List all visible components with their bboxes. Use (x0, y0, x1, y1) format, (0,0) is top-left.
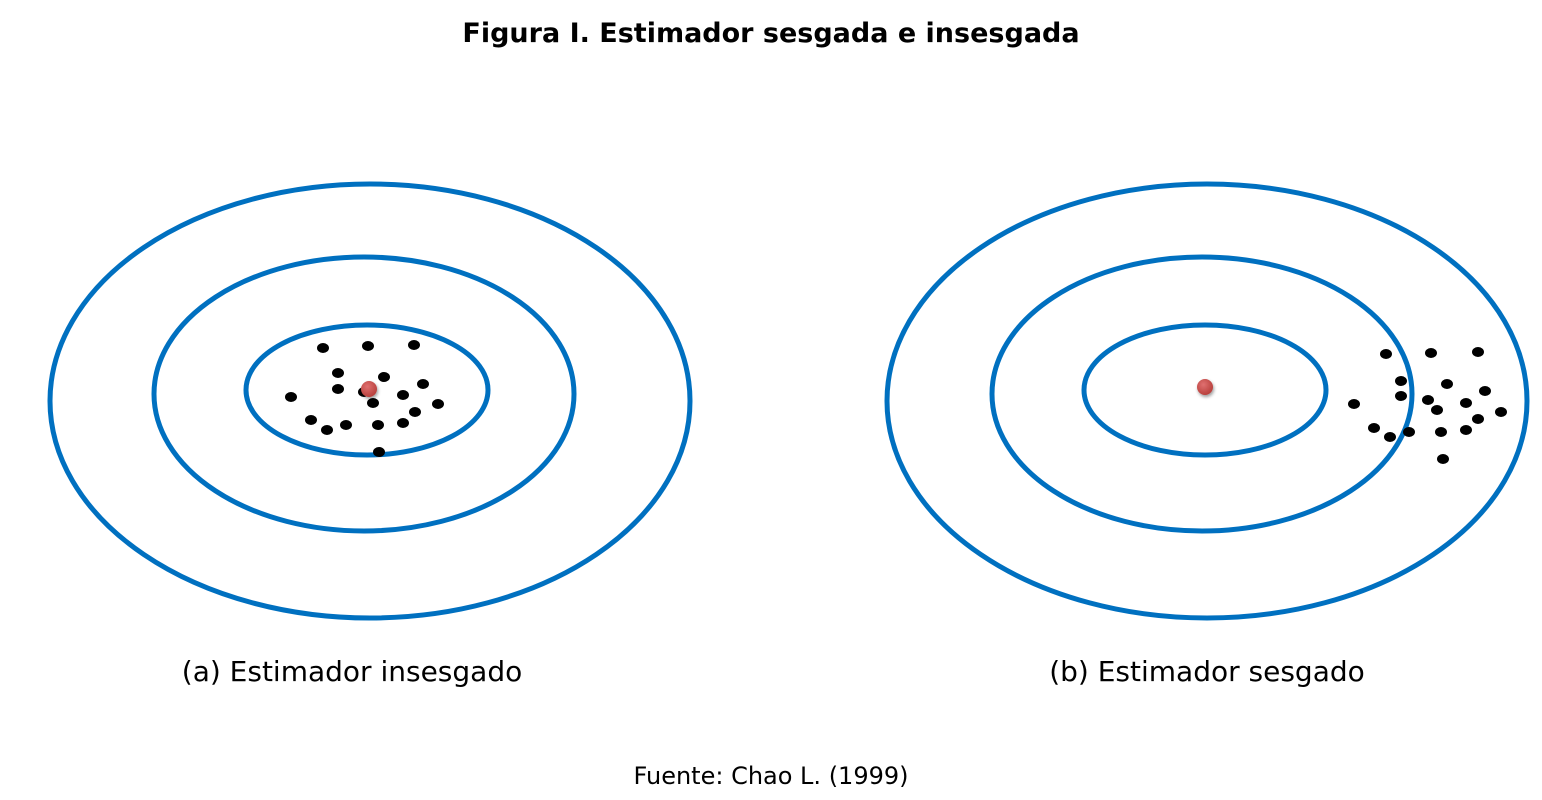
estimate-dot (378, 372, 390, 382)
estimate-dot (340, 420, 352, 430)
estimate-dot (1460, 398, 1472, 408)
estimate-dot (1422, 395, 1434, 405)
estimate-dot (362, 341, 374, 351)
estimate-dot (305, 415, 317, 425)
estimate-dot (1395, 391, 1407, 401)
estimate-dot (1472, 347, 1484, 357)
estimate-dot (397, 390, 409, 400)
panel-b-outer-ring (884, 181, 1530, 621)
estimate-dot (1368, 423, 1380, 433)
estimate-dot (1460, 425, 1472, 435)
estimate-dot (432, 399, 444, 409)
estimate-dot (332, 384, 344, 394)
estimate-dot (1441, 379, 1453, 389)
estimate-dot (321, 425, 333, 435)
estimate-dot (1403, 427, 1415, 437)
panel-b-inner-ring (1081, 322, 1329, 458)
panel-a-middle-ring (151, 254, 577, 534)
panel-b-middle-ring (989, 254, 1415, 534)
panel-b-estimates (1348, 347, 1507, 464)
estimate-dot (373, 447, 385, 457)
panel-a-estimates (285, 340, 444, 457)
panel-a-target (47, 181, 693, 621)
estimate-dot (1425, 348, 1437, 358)
estimate-dot (317, 343, 329, 353)
estimate-dot (1472, 414, 1484, 424)
estimate-dot (1348, 399, 1360, 409)
panel-a-inner-ring (243, 322, 491, 458)
estimate-dot (372, 420, 384, 430)
estimate-dot (1437, 454, 1449, 464)
estimate-dot (1495, 407, 1507, 417)
estimate-dot (408, 340, 420, 350)
panel-b-true-value (1197, 379, 1213, 395)
panel-b-caption: (b) Estimador sesgado (1049, 655, 1365, 688)
panel-a-outer-ring (47, 181, 693, 621)
panel-a-caption: (a) Estimador insesgado (181, 655, 523, 688)
estimate-dot (1395, 376, 1407, 386)
estimate-dot (285, 392, 297, 402)
estimate-dot (1435, 427, 1447, 437)
estimate-dot (1431, 405, 1443, 415)
panel-b-target (884, 181, 1530, 621)
estimate-dot (367, 398, 379, 408)
estimate-dot (417, 379, 429, 389)
figure-title: Figura I. Estimador sesgada e insesgada (462, 18, 1080, 49)
panel-a-true-value (361, 381, 377, 397)
estimate-dot (1380, 349, 1392, 359)
estimate-dot (397, 418, 409, 428)
source-note: Fuente: Chao L. (1999) (633, 762, 909, 790)
estimate-dot (1384, 432, 1396, 442)
estimate-dot (1479, 386, 1491, 396)
estimate-dot (332, 368, 344, 378)
estimate-dot (409, 407, 421, 417)
